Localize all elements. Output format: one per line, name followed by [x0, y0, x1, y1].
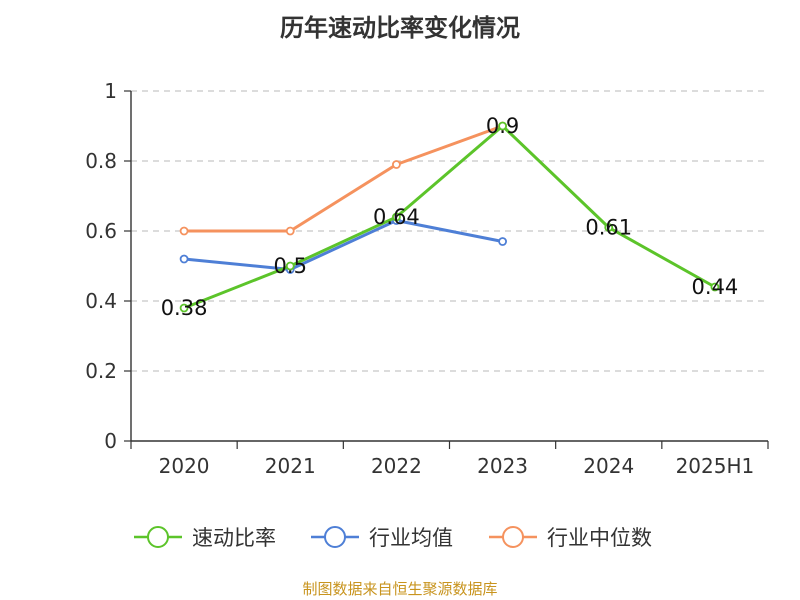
data-label: 0.38 [161, 296, 208, 320]
data-label: 0.44 [692, 275, 739, 299]
x-tick-label: 2022 [371, 454, 422, 478]
legend[interactable]: 速动比率 行业均值 行业中位数 [134, 526, 652, 550]
data-point[interactable] [392, 212, 401, 222]
x-tick-label: 2020 [159, 454, 210, 478]
series-line-0 [183, 124, 716, 310]
data-label: 0.64 [373, 205, 420, 229]
data-label: 0.5 [274, 254, 307, 278]
data-point[interactable] [604, 223, 614, 232]
legend-item-1[interactable]: 行业均值 [311, 526, 453, 550]
data-point[interactable] [710, 282, 720, 292]
data-point[interactable] [498, 121, 507, 131]
data-label: 0.9 [486, 114, 519, 138]
legend-marker [502, 526, 524, 548]
data-point[interactable] [179, 303, 189, 313]
data-point[interactable] [498, 237, 507, 246]
legend-label: 行业中位数 [547, 526, 652, 550]
data-point[interactable] [392, 160, 401, 169]
y-tick-label: 0 [104, 429, 117, 453]
legend-item-2[interactable]: 行业中位数 [489, 526, 652, 550]
data-point[interactable] [179, 226, 189, 236]
data-labels: 0.38 0.5 0.64 0.9 0.61 0.44 [161, 114, 739, 320]
series-line-1 [183, 219, 503, 271]
chart-title: 历年速动比率变化情况 [280, 14, 520, 42]
legend-marker [324, 526, 346, 548]
x-tick-label: 2024 [583, 454, 634, 478]
y-tick-label: 1 [104, 79, 117, 103]
x-tick-label: 2023 [477, 454, 528, 478]
y-tick-label: 0.8 [85, 149, 117, 173]
data-label: 0.61 [585, 216, 632, 240]
legend-marker [147, 526, 169, 548]
source-note: 制图数据来自恒生聚源数据库 [302, 580, 498, 598]
y-tick-label: 0.6 [85, 219, 117, 243]
data-point[interactable] [285, 261, 295, 271]
y-tick-label: 0.4 [85, 289, 117, 313]
series-line-2 [184, 124, 504, 233]
axes: 0 0.2 0.4 0.6 0.8 1 2020 2021 2022 2023 2024 2025H1 [85, 79, 769, 478]
x-tick-label: 2025H1 [676, 454, 755, 478]
data-point[interactable] [285, 226, 295, 236]
legend-label: 行业均值 [369, 526, 453, 550]
y-tick-label: 0.2 [85, 359, 117, 383]
grid-lines [131, 90, 768, 372]
legend-label: 速动比率 [192, 526, 276, 550]
x-tick-label: 2021 [265, 454, 316, 478]
legend-item-0[interactable]: 速动比率 [134, 526, 276, 550]
series-layer [179, 121, 720, 313]
data-point[interactable] [179, 254, 189, 264]
